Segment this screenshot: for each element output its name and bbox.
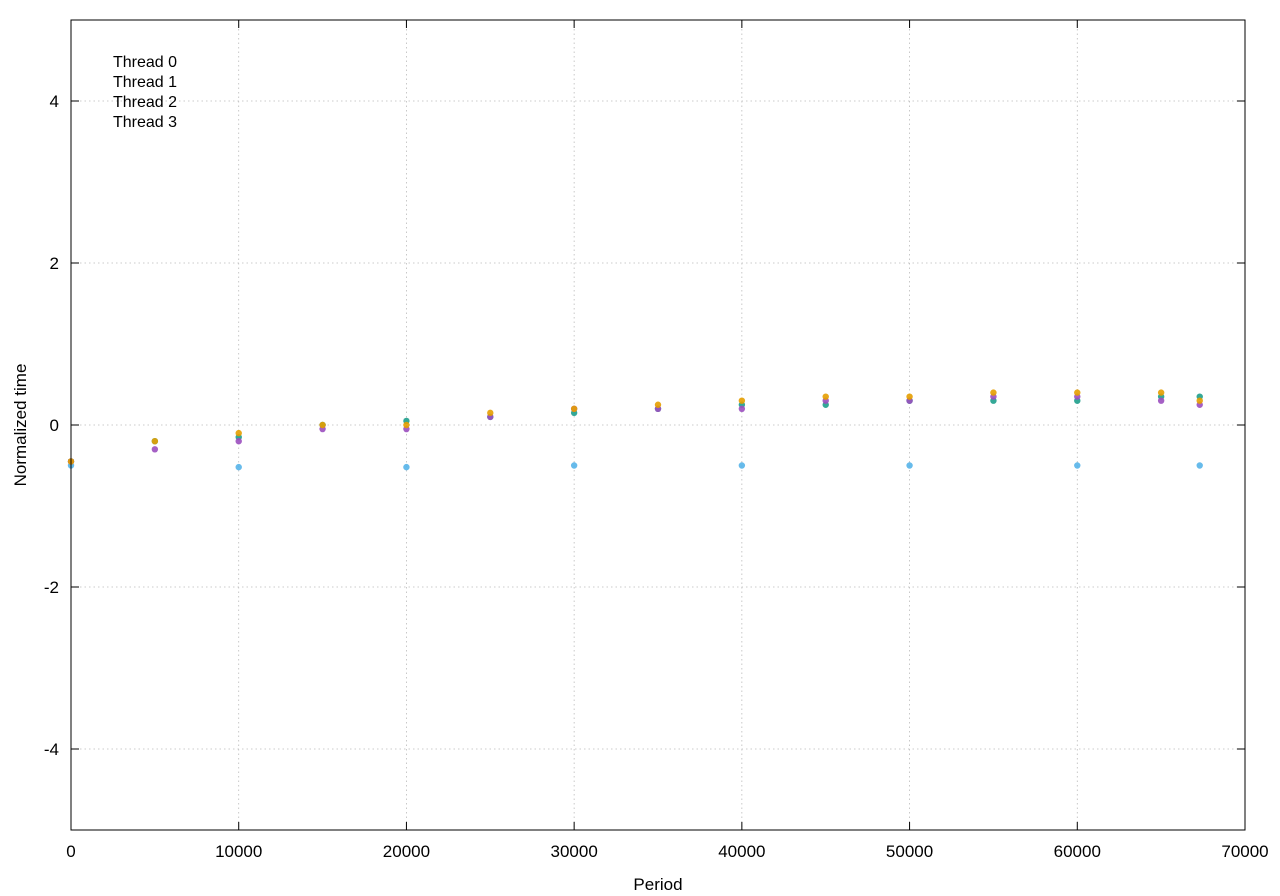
data-point (822, 393, 829, 400)
x-tick-label: 60000 (1054, 842, 1101, 861)
data-point (403, 421, 410, 429)
x-tick-label: 10000 (215, 842, 262, 861)
data-point (1074, 462, 1081, 469)
data-point (235, 438, 242, 445)
legend-entry: Thread 1 (113, 74, 177, 91)
legend-entry: Thread 2 (113, 94, 177, 111)
legend-entry: Thread 3 (113, 114, 177, 131)
data-points (67, 389, 1203, 471)
data-point (235, 463, 242, 471)
axis-ticks: 0 10000 20000 30000 40000 50000 60000 70000 -4 -2… (44, 20, 1269, 861)
data-point (738, 405, 746, 412)
y-tick-label: -2 (44, 578, 59, 597)
data-point (151, 438, 159, 445)
data-point (403, 463, 410, 471)
y-tick-label: 0 (50, 416, 59, 435)
x-tick-label: 0 (66, 842, 75, 861)
data-point (151, 446, 159, 453)
data-point (1157, 397, 1165, 404)
series-2-points (67, 462, 1203, 471)
legend: Thread 0 Thread 1 Thread 2 Thread 3 (113, 54, 177, 131)
series-1-points (67, 393, 1203, 465)
data-point (1196, 462, 1203, 469)
data-point (487, 409, 494, 417)
data-point (235, 429, 242, 437)
x-tick-label: 50000 (886, 842, 933, 861)
data-point (570, 462, 578, 469)
data-point (990, 389, 997, 396)
data-point (738, 462, 746, 469)
y-tick-label: 2 (50, 254, 59, 273)
legend-entry: Thread 0 (113, 54, 177, 71)
data-point (906, 462, 913, 469)
data-point (319, 421, 326, 429)
data-point (906, 393, 913, 400)
data-point (1196, 397, 1203, 404)
series-0-points (67, 393, 1203, 465)
x-tick-label: 70000 (1221, 842, 1268, 861)
data-point (738, 397, 746, 404)
x-tick-label: 20000 (383, 842, 430, 861)
grid (71, 20, 1245, 830)
y-tick-label: 4 (50, 92, 59, 111)
series-3-points (67, 389, 1203, 465)
y-axis-title: Normalized time (11, 364, 30, 487)
data-point (1157, 389, 1165, 396)
data-point (570, 405, 578, 412)
x-tick-label: 40000 (718, 842, 765, 861)
x-axis-title: Period (633, 875, 682, 894)
data-point (1074, 389, 1081, 396)
y-tick-label: -4 (44, 740, 59, 759)
x-tick-label: 30000 (551, 842, 598, 861)
data-point (654, 401, 662, 408)
